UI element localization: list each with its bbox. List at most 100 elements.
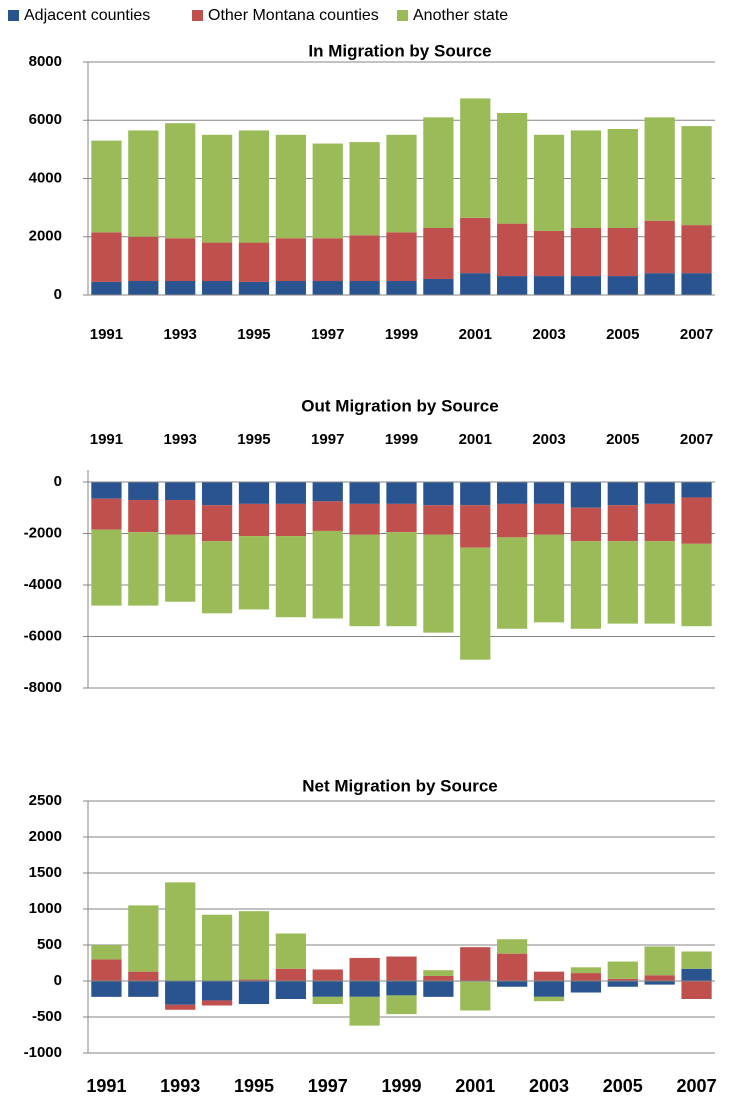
bar	[681, 273, 712, 295]
bar	[607, 541, 638, 624]
bar	[423, 534, 454, 633]
legend-swatch	[397, 10, 408, 21]
bar	[386, 134, 417, 233]
bar	[386, 995, 417, 1015]
x-tick-label: 1991	[90, 431, 123, 448]
bar	[607, 981, 638, 987]
y-tick-label: -4000	[24, 576, 62, 593]
bar	[91, 945, 122, 960]
bar	[349, 957, 380, 981]
bar	[312, 143, 343, 239]
y-tick-label: 2000	[29, 828, 62, 845]
y-tick-label: 0	[54, 972, 62, 989]
x-tick-label: 2003	[529, 1076, 569, 1096]
y-tick-label: -6000	[24, 627, 62, 644]
y-tick-label: 6000	[29, 111, 62, 128]
bar	[607, 228, 638, 277]
x-tick-label: 2001	[459, 431, 492, 448]
bar	[312, 281, 343, 295]
bar	[275, 536, 306, 618]
x-tick-label: 1999	[381, 1076, 421, 1096]
bar	[349, 482, 380, 504]
x-tick-label: 1997	[308, 1076, 348, 1096]
x-tick-label: 1995	[237, 431, 270, 448]
bar	[91, 498, 122, 530]
x-tick-label: 2005	[606, 326, 639, 343]
bar	[460, 981, 491, 1011]
bar	[497, 939, 528, 954]
bar	[607, 978, 638, 981]
bar	[570, 507, 602, 542]
bar	[570, 981, 602, 993]
bar	[533, 230, 565, 277]
bar	[497, 503, 528, 538]
bar	[497, 981, 528, 987]
bar	[644, 220, 675, 274]
bar	[644, 117, 675, 221]
bar	[423, 975, 454, 981]
bar	[497, 223, 528, 277]
bar	[128, 130, 159, 237]
bar	[644, 541, 675, 624]
bar	[607, 961, 638, 979]
bar	[91, 232, 122, 282]
x-tick-label: 1999	[385, 431, 418, 448]
bar	[460, 947, 491, 981]
bar	[460, 505, 491, 548]
y-tick-label: -2000	[24, 524, 62, 541]
bar	[312, 981, 343, 997]
y-tick-label: -8000	[24, 679, 62, 696]
bar	[238, 911, 270, 980]
bar	[312, 238, 343, 282]
bar	[460, 547, 491, 660]
bar	[607, 276, 638, 295]
bar	[386, 281, 417, 295]
bar	[165, 534, 196, 602]
bar	[533, 276, 565, 295]
y-tick-label: 1500	[29, 864, 62, 881]
bar	[128, 981, 159, 997]
y-tick-label: 8000	[29, 53, 62, 70]
bar	[349, 503, 380, 535]
bar	[275, 503, 306, 537]
bar	[165, 281, 196, 295]
bar	[570, 228, 602, 277]
bar	[91, 981, 122, 997]
bar	[128, 281, 159, 295]
y-tick-label: 2500	[29, 792, 62, 809]
y-tick-label: -1000	[24, 1044, 62, 1061]
bar	[349, 534, 380, 627]
legend-label: Adjacent counties	[24, 7, 150, 24]
bar	[238, 130, 270, 243]
x-tick-label: 2003	[532, 431, 565, 448]
bar	[275, 968, 306, 981]
bar	[570, 967, 602, 974]
bar	[607, 128, 638, 229]
bar	[386, 956, 417, 981]
bar	[349, 281, 380, 295]
bar	[497, 953, 528, 981]
bar	[681, 543, 712, 627]
bar	[165, 1004, 196, 1010]
bar	[349, 981, 380, 997]
y-tick-label: 500	[37, 936, 62, 953]
x-tick-label: 2007	[677, 1076, 717, 1096]
y-tick-label: 4000	[29, 169, 62, 186]
bar	[423, 117, 454, 229]
bar	[460, 273, 491, 295]
bar	[128, 500, 159, 533]
bar	[201, 281, 233, 295]
bar	[533, 503, 565, 535]
bar	[238, 482, 270, 504]
bar	[644, 503, 675, 542]
bar	[570, 482, 602, 508]
bar	[423, 278, 454, 295]
x-tick-label: 1995	[234, 1076, 274, 1096]
x-tick-label: 2001	[459, 326, 492, 343]
chart-title: In Migration by Source	[308, 41, 491, 60]
bar	[165, 981, 196, 1005]
bar	[165, 500, 196, 535]
bar	[681, 497, 712, 544]
x-tick-label: 2007	[680, 326, 713, 343]
